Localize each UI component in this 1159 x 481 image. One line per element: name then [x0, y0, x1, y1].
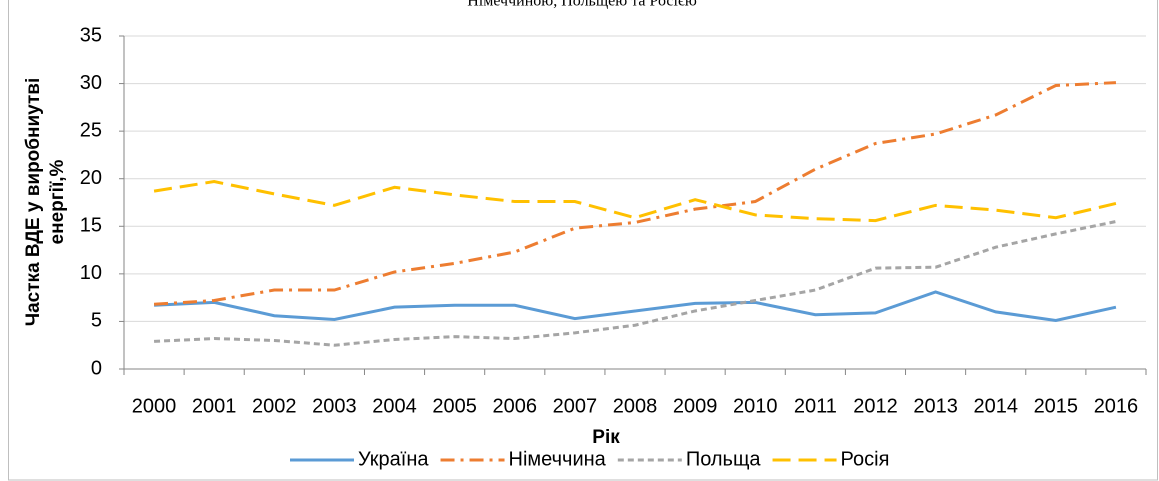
- x-tick-label: 2004: [372, 395, 417, 417]
- series-line: [153, 290, 1117, 323]
- y-tick-label: 10: [80, 262, 102, 284]
- x-tick-label: 2011: [794, 395, 837, 417]
- y-tick-label: 35: [80, 24, 102, 46]
- y-axis-label: Частка ВДЕ у виробниутві енергії,%: [23, 78, 68, 326]
- legend-label: Німеччина: [509, 448, 607, 470]
- x-tick-label: 2015: [1034, 395, 1079, 417]
- series-line: [153, 180, 1117, 223]
- series-line: [153, 81, 1117, 306]
- y-tick-label: 25: [80, 119, 102, 141]
- x-tick-label: 2014: [973, 395, 1018, 417]
- x-tick-label: 2003: [312, 395, 357, 417]
- y-tick-label: 15: [80, 215, 102, 237]
- x-tick-label: 2010: [733, 395, 778, 417]
- x-tick-label: 2009: [673, 395, 718, 417]
- y-axis-label-line: Частка ВДЕ у виробниутві: [23, 78, 44, 326]
- legend-item: Україна: [290, 448, 429, 470]
- legend-item: Росія: [772, 448, 890, 470]
- chart-border: [8, 0, 1158, 481]
- legend-label: Польща: [686, 448, 762, 470]
- x-tick-label: 2006: [493, 395, 538, 417]
- x-tick-label: 2008: [613, 395, 658, 417]
- y-tick-label: 5: [91, 310, 102, 332]
- legend-item: Німеччина: [440, 448, 607, 470]
- legend-label: Україна: [358, 448, 429, 470]
- y-axis-label-line: енергії,%: [47, 159, 68, 244]
- x-axis-label: Рік: [592, 427, 620, 448]
- legend-label: Росія: [841, 448, 890, 470]
- x-tick-label: 2013: [913, 395, 958, 417]
- series-line: [153, 220, 1117, 347]
- x-tick-label: 2001: [192, 395, 237, 417]
- x-tick-label: 2005: [432, 395, 477, 417]
- y-tick-label: 20: [80, 167, 102, 189]
- legend-item: Польща: [617, 448, 762, 470]
- x-tick-label: 2007: [553, 395, 598, 417]
- chart-title: Німеччиною, Польщею та Росією: [467, 0, 697, 10]
- y-tick-label: 30: [80, 72, 102, 94]
- x-tick-label: 2000: [132, 395, 177, 417]
- x-tick-label: 2002: [252, 395, 297, 417]
- y-tick-label: 0: [91, 357, 102, 379]
- x-tick-label: 2012: [853, 395, 898, 417]
- x-tick-label: 2016: [1094, 395, 1139, 417]
